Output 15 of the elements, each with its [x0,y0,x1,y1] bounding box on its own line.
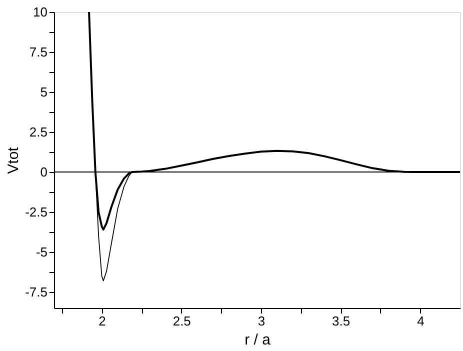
y-tick-label: -2.5 [25,204,48,220]
x-tick-label: 3 [258,314,266,328]
y-tick-label: 10 [33,4,48,20]
x-tick-label: 2 [98,314,106,328]
y-tick-label: 2.5 [29,124,48,140]
x-tick-label: 3.5 [332,314,350,328]
y-axis-title: Vtot [5,146,22,174]
x-tick-label: 4 [417,314,424,328]
x-axis-title: r / a [244,332,272,348]
y-tick-label: 7.5 [29,44,48,60]
y-tick-label: 5 [40,84,48,100]
y-tick-label: -7.5 [25,284,48,300]
y-tick-label: -5 [36,244,48,260]
x-tick-label: 2.5 [172,314,191,328]
y-tick-label: 0 [40,164,48,180]
